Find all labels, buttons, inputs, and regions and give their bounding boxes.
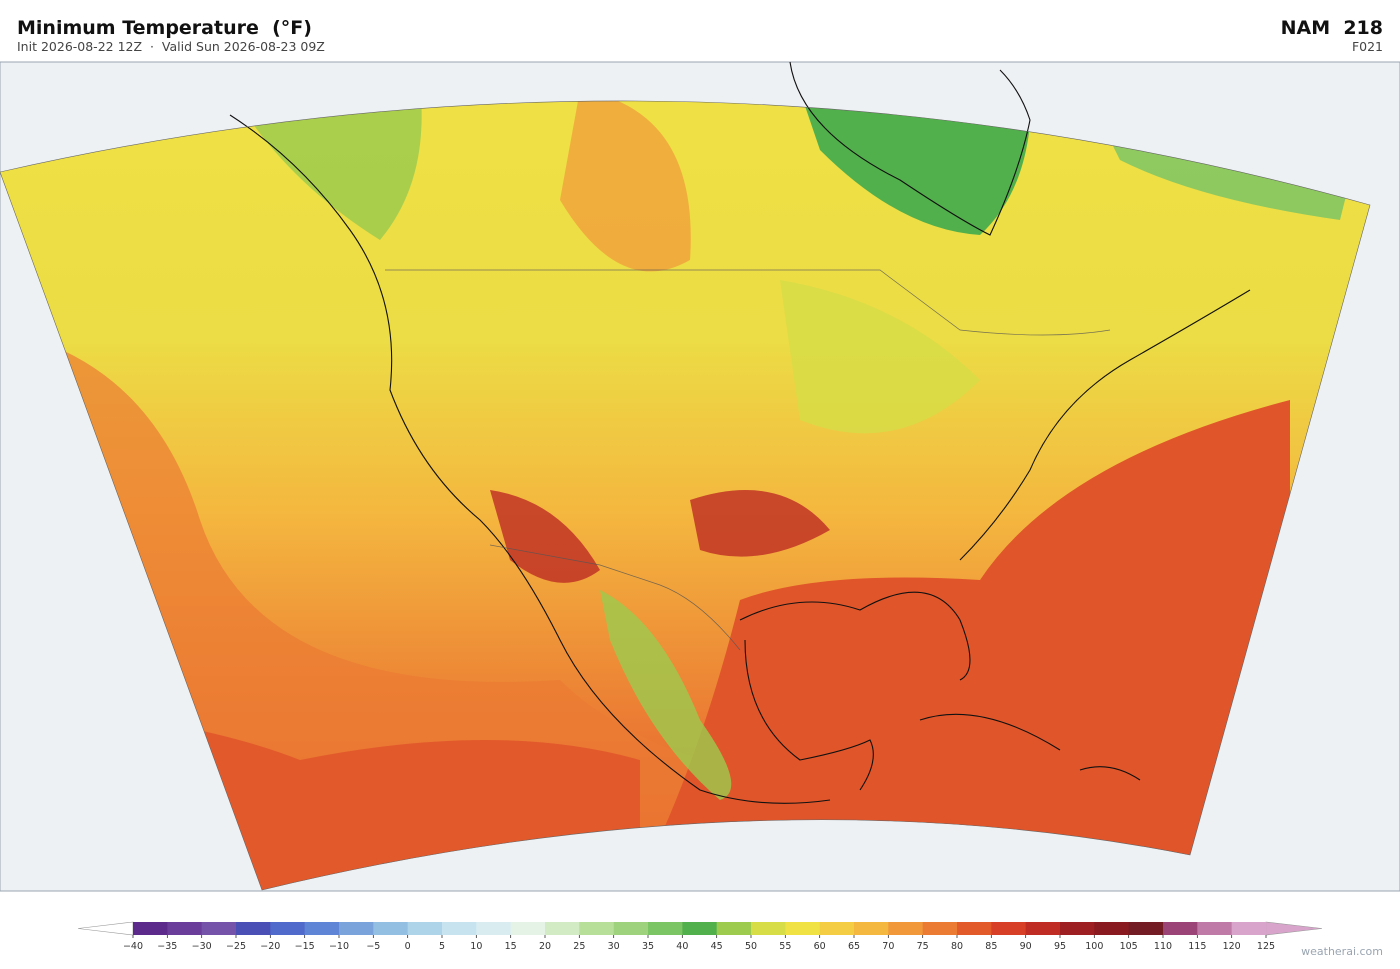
yucatan-coast [744,639,874,791]
colorbar-bin [682,922,718,935]
field-warm [0,330,1200,891]
field-cool-bc [250,100,422,240]
colorbar-tick-label: 50 [745,941,757,952]
colorbar-bin [854,922,889,935]
colorbar-tick-label: −40 [123,941,143,952]
watermark: weatherai.com [1301,945,1383,958]
colorbar-bin [957,922,992,935]
colorbar-bin [579,922,615,935]
coastlines [229,61,1251,804]
colorbar-bin [1025,922,1061,935]
colorbar-tick-label: 75 [917,941,929,952]
colorbar: −40 −35 −30 −25 −20 −15 −10 −5 0 5 10 15 20 25 30 35 40 4… [77,921,1323,952]
colorbar-tick-label: 125 [1257,941,1275,952]
colorbar-tick-label: 110 [1154,941,1172,952]
colorbar-tick-label: 115 [1188,941,1206,952]
colorbar-bin [1231,922,1267,935]
colorbar-bin [407,922,443,935]
colorbar-tick-label: 120 [1223,941,1241,952]
pacific-coast [229,114,831,804]
colorbar-bin [476,922,512,935]
colorbar-tick-label: −5 [366,941,380,952]
colorbar-tick-label: −25 [226,941,246,952]
run-info: Init 2026-08-22 12Z · Valid Sun 2026-08-… [17,39,325,54]
colorbar-tick-label: 90 [1020,941,1032,952]
colorbar-bin [167,922,203,935]
colorbar-tick-label: −35 [157,941,177,952]
colorbar-bin [201,922,237,935]
colorbar-tick-label: 45 [711,941,723,952]
colorbar-bin [613,922,649,935]
colorbar-bin [751,922,786,935]
field-midwest [780,280,980,434]
colorbar-tick-label: 65 [848,941,860,952]
forecast-hour: F021 [1352,39,1383,54]
colorbar-bin [716,922,752,935]
colorbar-bin [1060,922,1095,935]
us-mexico-border [489,544,741,651]
colorbar-bin [304,922,340,935]
colorbar-tick-label: 30 [608,941,620,952]
colorbar-tick-label: 100 [1085,941,1103,952]
map-title: Minimum Temperature (°F) [17,17,312,39]
colorbar-tick-label: 85 [985,941,997,952]
colorbar-bin [133,922,168,935]
colorbar-bin [510,922,546,935]
colorbar-tick-label: 25 [573,941,585,952]
domain-outline [0,100,1371,891]
colorbar-tick-label: 35 [642,941,654,952]
colorbar-tick-label: 60 [814,941,826,952]
field-southwest [490,490,830,583]
colorbar-tick-label: −30 [192,941,212,952]
colorbar-tick-label: 40 [676,941,688,952]
colorbar-tick-label: 80 [951,941,963,952]
colorbar-bin [373,922,409,935]
field-prairies [560,100,691,272]
colorbar-tick-label: −10 [329,941,349,952]
colorbar-over [1265,921,1323,936]
hudson-bay [789,61,1031,236]
colorbar-bin [1094,922,1130,935]
us-canada-border [385,269,1111,336]
colorbar-tick-label: 55 [779,941,791,952]
colorbar-bin [785,922,821,935]
colorbar-bin [339,922,374,935]
colorbar-bin [545,922,580,935]
gulf-atlantic-coast [739,289,1251,681]
colorbar-bin [270,922,306,935]
colorbar-tick-label: 70 [882,941,894,952]
colorbar-tick-label: 15 [505,941,517,952]
colorbar-bin [648,922,683,935]
caribbean-islands [919,713,1141,781]
colorbar-tick-label: 0 [405,941,411,952]
colorbar-tick-label: −15 [295,941,315,952]
colorbar-bin [991,922,1027,935]
colorbar-tick-label: 105 [1120,941,1138,952]
field-mexico-plateau [600,590,732,800]
colorbar-bin [442,922,477,935]
colorbar-bin [1197,922,1233,935]
colorbar-under [77,921,134,936]
colorbar-bin [922,922,958,935]
colorbar-bin [1128,922,1164,935]
colorbar-bin [888,922,924,935]
colorbar-bin [236,922,271,935]
colorbar-bin [1163,922,1198,935]
colorbar-tick-label: 20 [539,941,551,952]
borders [385,269,1111,651]
colorbar-tick-label: 10 [470,941,482,952]
model-name: NAM 218 [1281,17,1383,39]
colorbar-bin [819,922,855,935]
colorbar-tick-label: 95 [1054,941,1066,952]
colorbar-tick-label: 5 [439,941,445,952]
colorbar-tick-label: −20 [260,941,280,952]
